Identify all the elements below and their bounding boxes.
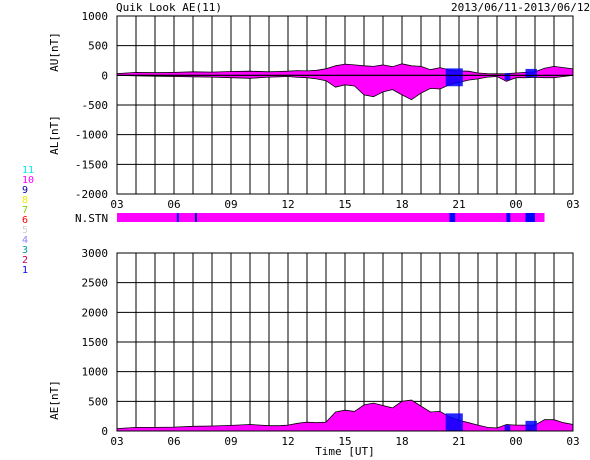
plot-frame bbox=[116, 252, 574, 432]
ylabel-ae: AE[nT] bbox=[48, 380, 61, 420]
dropout-mark bbox=[525, 420, 537, 431]
nstn-segment bbox=[194, 213, 197, 222]
y-tick-label: 0 bbox=[101, 425, 108, 438]
y-tick-label: 1500 bbox=[82, 336, 109, 349]
x-tick-label: 18 bbox=[395, 198, 408, 211]
y-tick-label: 3000 bbox=[82, 247, 109, 260]
x-tick-label: 03 bbox=[110, 198, 123, 211]
y-tick-label: 1000 bbox=[82, 366, 109, 379]
station-legend-3: 3 bbox=[22, 245, 29, 256]
x-tick-label: 21 bbox=[452, 435, 465, 448]
station-legend-2: 2 bbox=[22, 255, 29, 266]
x-tick-label: 09 bbox=[224, 198, 237, 211]
x-tick-label: 15 bbox=[338, 435, 351, 448]
dropout-mark bbox=[445, 68, 463, 87]
station-legend-11: 11 bbox=[22, 165, 35, 176]
station-legend-7: 7 bbox=[22, 205, 29, 216]
x-tick-label: 21 bbox=[452, 198, 465, 211]
y-tick-label: 500 bbox=[88, 40, 108, 53]
station-legend-10: 10 bbox=[22, 175, 35, 186]
ylabel-au: AU[nT] bbox=[48, 32, 61, 72]
station-legend-5: 5 bbox=[22, 225, 29, 236]
y-tick-label: 0 bbox=[101, 69, 108, 82]
plot-frame bbox=[116, 15, 574, 195]
station-legend-4: 4 bbox=[22, 235, 29, 246]
x-tick-label: 03 bbox=[110, 435, 123, 448]
y-tick-label: -1000 bbox=[75, 129, 108, 142]
dropout-mark bbox=[445, 413, 463, 431]
x-tick-label: 12 bbox=[281, 198, 294, 211]
x-tick-label: 03 bbox=[566, 435, 579, 448]
station-legend-1: 1 bbox=[22, 265, 29, 276]
dropout-mark bbox=[504, 73, 511, 81]
station-legend-9: 9 bbox=[22, 185, 29, 196]
date-range: 2013/06/11-2013/06/12 bbox=[451, 1, 590, 14]
y-tick-label: -2000 bbox=[75, 188, 108, 201]
y-tick-label: 2000 bbox=[82, 306, 109, 319]
x-tick-label: 18 bbox=[395, 435, 408, 448]
x-tick-label: 06 bbox=[167, 198, 180, 211]
y-tick-label: 2500 bbox=[82, 277, 109, 290]
nstn-segment bbox=[176, 213, 179, 222]
nstn-segment bbox=[449, 213, 456, 222]
x-tick-label: 12 bbox=[281, 435, 294, 448]
station-legend-6: 6 bbox=[22, 215, 29, 226]
xlabel-time: Time [UT] bbox=[315, 445, 375, 458]
y-tick-label: -1500 bbox=[75, 158, 108, 171]
x-tick-label: 03 bbox=[566, 198, 579, 211]
x-tick-label: 09 bbox=[224, 435, 237, 448]
x-tick-label: 06 bbox=[167, 435, 180, 448]
x-tick-label: 00 bbox=[509, 435, 522, 448]
x-tick-label: 00 bbox=[509, 198, 522, 211]
nstn-segment bbox=[525, 213, 535, 222]
chart-title: Quik Look AE(11) bbox=[116, 1, 222, 14]
x-tick-label: 15 bbox=[338, 198, 351, 211]
nstn-label: N.STN bbox=[75, 212, 109, 225]
nstn-bar bbox=[117, 213, 545, 222]
station-legend-8: 8 bbox=[22, 195, 29, 206]
nstn-segment bbox=[506, 213, 511, 222]
y-tick-label: 500 bbox=[88, 395, 108, 408]
dropout-mark bbox=[525, 68, 537, 78]
y-tick-label: 1000 bbox=[82, 10, 109, 23]
dropout-mark bbox=[504, 425, 511, 431]
y-tick-label: -500 bbox=[82, 99, 109, 112]
ylabel-al: AL[nT] bbox=[48, 115, 61, 155]
